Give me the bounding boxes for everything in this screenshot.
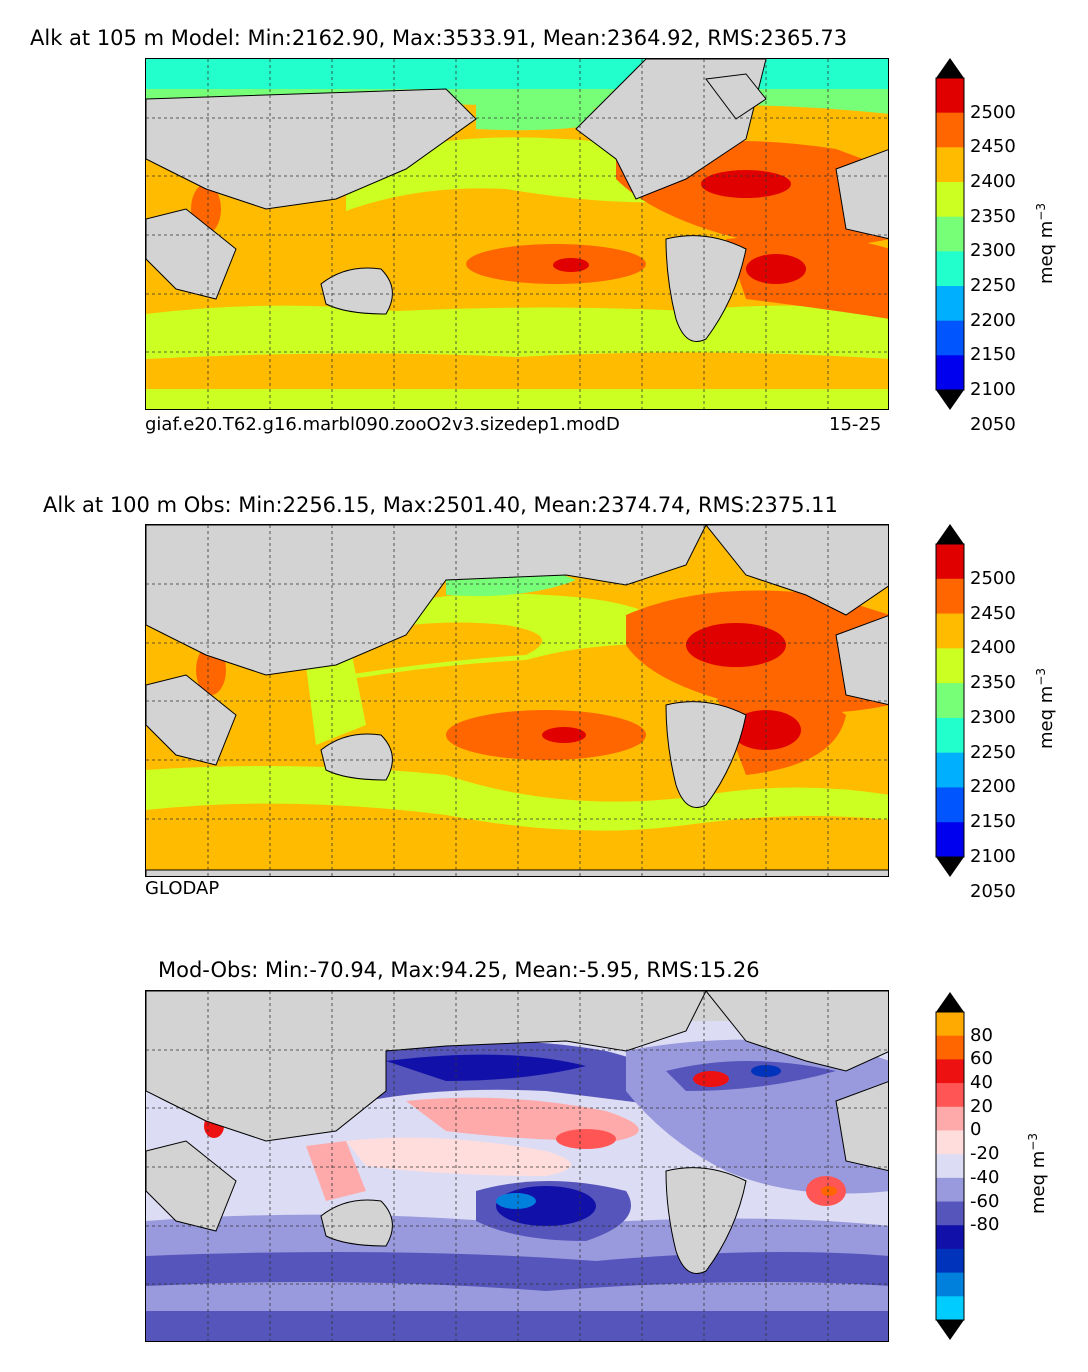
colorbar-swatch: [936, 1177, 964, 1203]
panel2-colorbar-swatches: [935, 524, 965, 877]
colorbar-tick-label: 2400: [970, 171, 1016, 192]
colorbar-tick-label: 2450: [970, 602, 1016, 624]
colorbar-swatch: [936, 1272, 964, 1297]
colorbar-tick-label: 2150: [970, 811, 1016, 833]
panel1-unit-exp: −3: [1034, 203, 1048, 221]
colorbar-swatch: [936, 822, 964, 858]
panel1-title: Alk at 105 m Model: Min:2162.90, Max:353…: [30, 26, 848, 50]
panel2-colorbar: [935, 524, 965, 877]
colorbar-swatch: [936, 320, 964, 356]
colorbar-swatch: [936, 1201, 964, 1226]
panel2-unit-exp: −3: [1034, 668, 1048, 686]
colorbar-swatch: [936, 1248, 964, 1274]
colorbar-outline: [935, 1011, 965, 1321]
colorbar-tick-label: 2200: [970, 776, 1016, 798]
colorbar-tick-label: 80: [970, 1024, 993, 1046]
colorbar-tick-label: 2250: [970, 741, 1016, 763]
colorbar-tick-label: 2300: [970, 706, 1016, 728]
colorbar-tick-label: -40: [970, 1166, 1000, 1188]
colorbar-tick-label: 2100: [970, 379, 1016, 400]
colorbar-outline: [935, 77, 965, 391]
panel1-map-field: [146, 59, 888, 409]
panel2-unit-text: meq m: [1036, 685, 1057, 749]
colorbar-swatch: [936, 1106, 964, 1131]
panel2-map-field: [146, 525, 888, 876]
colorbar-swatch: [936, 216, 964, 252]
colorbar-swatch: [936, 286, 964, 322]
colorbar-top-extend: [936, 524, 964, 544]
colorbar-tick-label: -20: [970, 1143, 1000, 1165]
colorbar-swatch: [936, 1154, 964, 1179]
colorbar-tick-label: 0: [970, 1119, 982, 1141]
colorbar-swatch: [936, 752, 964, 788]
colorbar-swatch: [936, 1059, 964, 1084]
colorbar-swatch: [936, 112, 964, 148]
colorbar-tick-label: 2050: [970, 413, 1016, 435]
panel1-colorbar-unit: meq m−3: [1034, 203, 1057, 284]
colorbar-swatch: [936, 355, 964, 391]
colorbar-bottom-extend: [936, 1320, 964, 1340]
panel3-unit-exp: −3: [1026, 1133, 1040, 1151]
colorbar-swatch: [936, 147, 964, 183]
colorbar-tick-label: 2500: [970, 101, 1016, 123]
colorbar-swatch: [936, 1083, 964, 1108]
panel2-source: GLODAP: [145, 878, 220, 899]
colorbar-swatch: [936, 1296, 964, 1321]
colorbar-tick-label: 2300: [970, 240, 1016, 262]
colorbar-swatch: [936, 251, 964, 287]
colorbar-tick-label: 60: [970, 1048, 993, 1070]
colorbar-bottom-extend: [936, 390, 964, 410]
colorbar-tick-label: 2500: [970, 567, 1016, 589]
colorbar-swatch: [936, 1225, 964, 1250]
colorbar-tick-label: 2100: [970, 846, 1016, 867]
colorbar-swatch: [936, 613, 964, 649]
colorbar-tick-label: -80: [970, 1214, 1000, 1236]
colorbar-swatch: [936, 578, 964, 615]
panel2-map: [145, 524, 889, 877]
panel1-map: [145, 58, 889, 410]
colorbar-swatch: [936, 717, 964, 754]
panel3-unit-text: meq m: [1028, 1150, 1049, 1214]
colorbar-tick-label: 2450: [970, 136, 1016, 158]
colorbar-tick-label: 2350: [970, 672, 1016, 694]
colorbar-swatch: [936, 648, 964, 684]
panel3-colorbar-swatches: [935, 992, 965, 1340]
colorbar-tick-label: 2150: [970, 344, 1016, 366]
colorbar-tick-label: 20: [970, 1095, 993, 1117]
panel1-colorbar-swatches: [935, 58, 965, 410]
colorbar-outline: [935, 543, 965, 858]
panel2-colorbar-unit: meq m−3: [1034, 668, 1057, 749]
colorbar-tick-label: 2200: [970, 309, 1016, 331]
colorbar-swatch: [936, 1012, 964, 1037]
colorbar-tick-label: 2250: [970, 275, 1016, 296]
colorbar-bottom-extend: [936, 857, 964, 877]
panel3-map: [145, 990, 889, 1342]
panel3-title: Mod-Obs: Min:-70.94, Max:94.25, Mean:-5.…: [158, 958, 760, 982]
colorbar-swatch: [936, 787, 964, 823]
colorbar-tick-label: 2050: [970, 880, 1016, 902]
panel2-title: Alk at 100 m Obs: Min:2256.15, Max:2501.…: [43, 493, 838, 517]
colorbar-tick-label: 2400: [970, 637, 1016, 659]
colorbar-tick-label: -60: [970, 1190, 1000, 1212]
colorbar-swatch: [936, 1130, 964, 1155]
colorbar-swatch: [936, 1035, 964, 1060]
colorbar-top-extend: [936, 992, 964, 1012]
panel1-unit-text: meq m: [1036, 220, 1057, 284]
panel1-colorbar: [935, 58, 965, 410]
colorbar-top-extend: [936, 58, 964, 78]
colorbar-tick-label: 40: [970, 1072, 993, 1094]
panel3-map-field: [146, 991, 888, 1341]
colorbar-swatch: [936, 182, 964, 218]
panel3-colorbar: [935, 992, 965, 1340]
colorbar-swatch: [936, 683, 964, 719]
colorbar-tick-label: 2350: [970, 205, 1016, 227]
colorbar-swatch: [936, 544, 964, 580]
panel3-colorbar-unit: meq m−3: [1026, 1133, 1049, 1214]
panel1-years: 15-25: [829, 414, 882, 435]
colorbar-swatch: [936, 78, 964, 114]
panel1-case-name: giaf.e20.T62.g16.marbl090.zooO2v3.sizede…: [145, 414, 620, 435]
